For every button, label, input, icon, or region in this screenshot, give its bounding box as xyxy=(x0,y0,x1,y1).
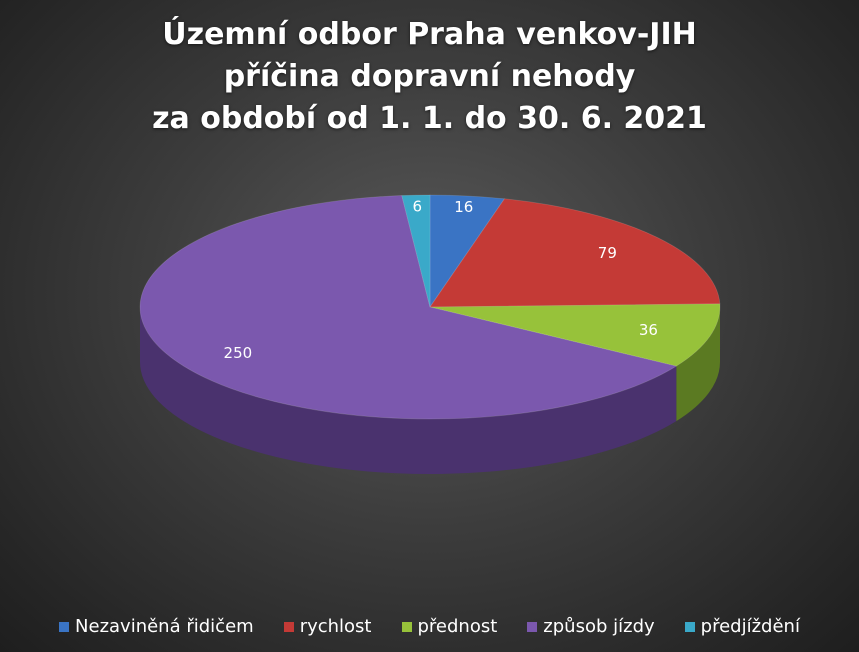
legend-item-predjizdeni: předjíždění xyxy=(684,616,800,637)
chart-title-line-1: Územní odbor Praha venkov-JIH xyxy=(162,17,697,52)
data-label-rychlost: 79 xyxy=(598,244,617,262)
data-label-nezavinena-ridicem: 16 xyxy=(454,198,473,216)
data-label-predjizdeni: 6 xyxy=(413,197,423,215)
chart-title-line-3: za období od 1. 1. do 30. 6. 2021 xyxy=(152,101,707,136)
pie-data-labels: 16 79 36 250 6 xyxy=(224,197,658,362)
pie-side-zpusob-jizdy xyxy=(140,307,677,475)
pie-slices xyxy=(139,194,721,420)
legend-swatch xyxy=(401,621,412,632)
legend-item-rychlost: rychlost xyxy=(283,616,372,637)
pie-slice-predjizdeni xyxy=(401,194,431,308)
pie-slice-nezavinena-ridicem xyxy=(429,194,506,309)
pie-sides xyxy=(140,307,720,475)
chart-title: Územní odbor Praha venkov-JIH příčina do… xyxy=(0,14,859,140)
legend-label: rychlost xyxy=(299,616,372,637)
data-label-zpusob-jizdy: 250 xyxy=(224,344,253,362)
pie-slice-zpusob-jizdy xyxy=(139,195,678,420)
legend-label: předjíždění xyxy=(700,616,800,637)
pie-side-prednost xyxy=(676,307,720,422)
chart-title-line-2: příčina dopravní nehody xyxy=(223,59,636,94)
legend-swatch xyxy=(527,621,538,632)
legend-item-zpusob-jizdy: způsob jízdy xyxy=(527,616,655,637)
data-label-prednost: 36 xyxy=(639,321,658,339)
legend-swatch xyxy=(283,621,294,632)
chart-legend: Nezaviněná řidičem rychlost přednost způ… xyxy=(0,616,859,637)
legend-label: přednost xyxy=(417,616,498,637)
legend-label: Nezaviněná řidičem xyxy=(75,616,254,637)
legend-swatch xyxy=(684,621,695,632)
legend-label: způsob jízdy xyxy=(543,616,655,637)
pie-slice-rychlost xyxy=(429,198,721,308)
legend-item-prednost: přednost xyxy=(401,616,498,637)
pie-slice-prednost xyxy=(429,303,721,367)
legend-item-nezavinena: Nezaviněná řidičem xyxy=(59,616,254,637)
legend-swatch xyxy=(59,621,70,632)
